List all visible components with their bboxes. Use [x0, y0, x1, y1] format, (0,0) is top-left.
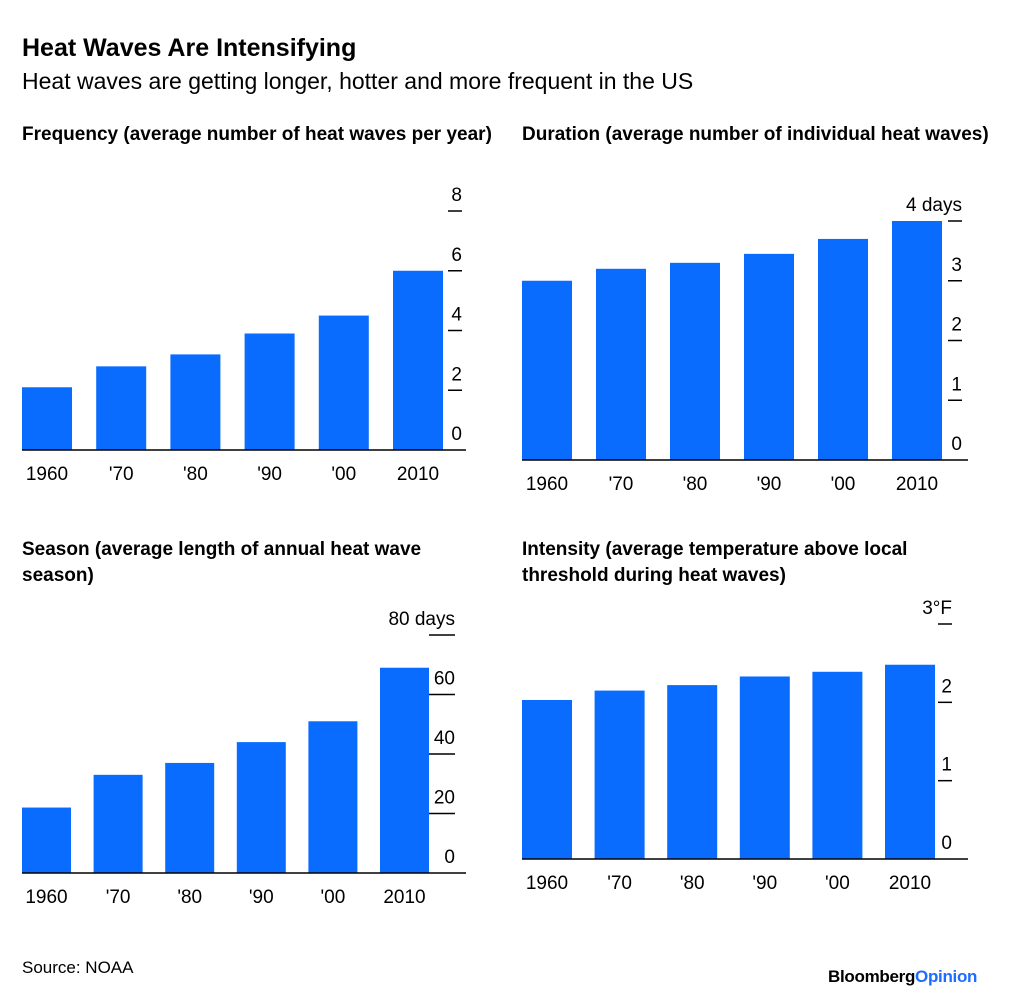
season-x-tick-label-1: '70 [106, 887, 131, 908]
duration-bar-3 [744, 253, 794, 460]
frequency-x-tick-label-1: '70 [109, 464, 134, 485]
season-x-tick-label-5: 2010 [383, 887, 425, 908]
duration-panel-title: Duration (average number of individual h… [522, 124, 989, 145]
frequency-x-tick-label-3: '90 [257, 464, 282, 485]
duration-bar-0 [522, 280, 572, 460]
intensity-x-tick-label-2: '80 [680, 873, 705, 894]
season-panel-title: Season (average length of annual heat wa… [22, 539, 422, 586]
season-x-tick-label-2: '80 [177, 887, 202, 908]
intensity-y-tick-label-2: 2 [941, 676, 952, 697]
season-x-tick-label-0: 1960 [25, 887, 67, 908]
intensity-x-tick-label-5: 2010 [889, 873, 931, 894]
frequency-y-tick-label-3: 6 [451, 245, 462, 266]
season-bar-1 [93, 774, 143, 873]
frequency-y-tick-label-4: 8 [451, 185, 462, 206]
season-x-tick-label-3: '90 [249, 887, 274, 908]
season-y-tick-label-2: 40 [434, 728, 455, 749]
intensity-bar-5 [885, 664, 935, 859]
duration-x-tick-label-5: 2010 [896, 474, 938, 495]
season-y-tick-label-0: 0 [444, 847, 455, 868]
chart-title: Heat Waves Are Intensifying [22, 34, 357, 62]
duration-x-tick-label-1: '70 [609, 474, 634, 495]
season-y-tick-label-4: 80 days [388, 609, 455, 630]
duration-x-tick-label-4: '00 [831, 474, 856, 495]
intensity-y-tick-label-1: 1 [941, 755, 952, 776]
intensity-bar-4 [812, 671, 863, 859]
brand-opinion: Opinion [915, 967, 978, 986]
intensity-bar-3 [739, 676, 790, 859]
season-y-tick-label-3: 60 [434, 669, 455, 690]
bloomberg-opinion-logo: BloombergOpinion [828, 967, 977, 987]
frequency-x-tick-label-2: '80 [183, 464, 208, 485]
duration-bar-4 [818, 238, 868, 460]
duration-x-tick-label-0: 1960 [526, 474, 568, 495]
frequency-bar-1 [96, 366, 147, 450]
frequency-bar-5 [393, 270, 443, 450]
duration-y-tick-label-1: 1 [951, 374, 962, 395]
frequency-panel-title: Frequency (average number of heat waves … [22, 124, 492, 145]
frequency-bar-4 [318, 315, 369, 450]
season-bar-2 [165, 762, 215, 873]
frequency-y-tick-label-1: 2 [451, 364, 462, 385]
duration-x-tick-label-3: '90 [757, 474, 782, 495]
intensity-y-tick-label-0: 0 [941, 833, 952, 854]
season-bar-5 [380, 667, 429, 873]
season-bar-3 [236, 742, 286, 873]
frequency-bar-0 [22, 387, 72, 450]
season-bar-4 [308, 721, 358, 873]
duration-bar-1 [596, 268, 646, 460]
intensity-bar-1 [594, 690, 645, 859]
chart-subtitle: Heat waves are getting longer, hotter an… [22, 68, 694, 94]
frequency-x-tick-label-0: 1960 [26, 464, 68, 485]
intensity-x-tick-label-3: '90 [752, 873, 777, 894]
intensity-bar-2 [667, 685, 718, 859]
source-note: Source: NOAA [22, 958, 134, 977]
intensity-y-tick-label-3: 3°F [922, 598, 952, 619]
intensity-x-tick-label-1: '70 [607, 873, 632, 894]
duration-bar-2 [670, 262, 720, 460]
intensity-bar-0 [522, 699, 572, 859]
duration-y-tick-label-3: 3 [951, 255, 962, 276]
frequency-bar-2 [170, 354, 221, 450]
season-x-tick-label-4: '00 [321, 887, 346, 908]
frequency-x-tick-label-4: '00 [331, 464, 356, 485]
duration-bar-5 [892, 221, 942, 460]
season-y-tick-label-1: 20 [434, 788, 455, 809]
intensity-panel-title: Intensity (average temperature above loc… [522, 539, 908, 586]
duration-x-tick-label-2: '80 [683, 474, 708, 495]
duration-y-tick-label-0: 0 [951, 434, 962, 455]
frequency-y-tick-label-0: 0 [451, 424, 462, 445]
frequency-bar-3 [244, 333, 295, 450]
duration-y-tick-label-2: 2 [951, 315, 962, 336]
brand-bloomberg: Bloomberg [828, 967, 916, 986]
frequency-x-tick-label-5: 2010 [397, 464, 439, 485]
intensity-x-tick-label-0: 1960 [526, 873, 568, 894]
season-bar-0 [22, 807, 71, 873]
duration-y-tick-label-4: 4 days [906, 195, 962, 216]
intensity-x-tick-label-4: '00 [825, 873, 850, 894]
frequency-y-tick-label-2: 4 [451, 305, 462, 326]
